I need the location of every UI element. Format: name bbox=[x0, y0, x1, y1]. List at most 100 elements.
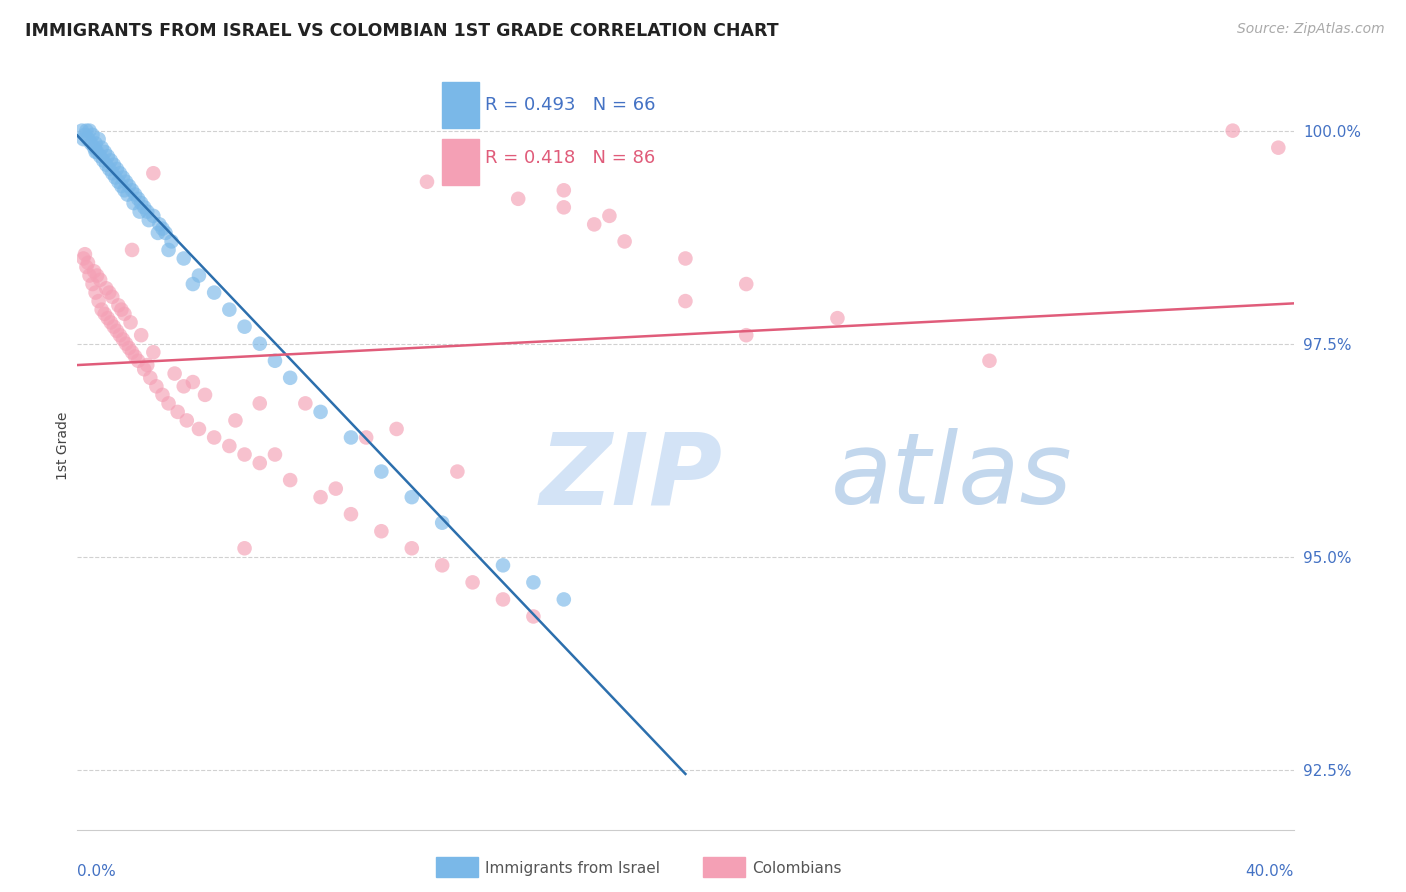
FancyBboxPatch shape bbox=[441, 82, 478, 128]
Point bbox=[77, 132, 100, 146]
Point bbox=[82, 128, 104, 142]
Point bbox=[152, 221, 174, 235]
Y-axis label: 1st Grade: 1st Grade bbox=[56, 412, 70, 480]
Point bbox=[73, 247, 96, 261]
Point bbox=[124, 187, 146, 202]
Point bbox=[104, 170, 127, 185]
Point bbox=[340, 430, 363, 444]
Point bbox=[136, 204, 159, 219]
Point bbox=[202, 285, 225, 300]
Point bbox=[111, 333, 134, 347]
Point bbox=[613, 235, 636, 249]
Point bbox=[97, 149, 120, 163]
Text: R = 0.493   N = 66: R = 0.493 N = 66 bbox=[485, 95, 655, 113]
Point bbox=[129, 328, 152, 343]
Point bbox=[233, 541, 256, 556]
Point bbox=[446, 465, 468, 479]
Point bbox=[142, 345, 165, 359]
Point bbox=[181, 375, 204, 389]
Point bbox=[73, 128, 96, 142]
Point bbox=[83, 141, 105, 155]
Point bbox=[129, 196, 152, 211]
Point bbox=[1222, 123, 1244, 137]
Point bbox=[86, 145, 108, 159]
Point bbox=[79, 123, 101, 137]
Point bbox=[110, 179, 132, 194]
Point bbox=[430, 516, 453, 530]
Point bbox=[122, 196, 145, 211]
Point bbox=[84, 145, 107, 159]
Point bbox=[108, 166, 131, 180]
Point bbox=[385, 422, 408, 436]
Point bbox=[249, 456, 271, 470]
Point bbox=[100, 153, 122, 168]
Point bbox=[145, 379, 167, 393]
Point bbox=[202, 430, 225, 444]
Point bbox=[142, 209, 165, 223]
Point bbox=[114, 183, 136, 197]
Point bbox=[107, 175, 129, 189]
Text: ZIP: ZIP bbox=[540, 428, 723, 525]
Point bbox=[142, 166, 165, 180]
Text: 40.0%: 40.0% bbox=[1246, 863, 1294, 879]
Point bbox=[114, 307, 136, 321]
Point bbox=[138, 213, 160, 227]
Point bbox=[166, 405, 188, 419]
Point bbox=[80, 136, 103, 151]
Point bbox=[90, 141, 112, 155]
Point bbox=[70, 123, 93, 137]
Point bbox=[675, 252, 697, 266]
Text: Colombians: Colombians bbox=[752, 862, 842, 876]
Point bbox=[224, 413, 246, 427]
Point bbox=[233, 319, 256, 334]
Point bbox=[103, 319, 125, 334]
Point bbox=[89, 149, 111, 163]
Point bbox=[93, 145, 115, 159]
Point bbox=[108, 328, 131, 343]
Point bbox=[401, 490, 423, 504]
Point bbox=[979, 353, 1001, 368]
Point bbox=[188, 268, 211, 283]
Point bbox=[124, 350, 146, 364]
Point bbox=[160, 235, 183, 249]
Point bbox=[101, 166, 124, 180]
Point bbox=[128, 204, 150, 219]
Point bbox=[598, 209, 620, 223]
Text: Source: ZipAtlas.com: Source: ZipAtlas.com bbox=[1237, 22, 1385, 37]
Point bbox=[233, 448, 256, 462]
Point bbox=[87, 132, 110, 146]
Point bbox=[325, 482, 347, 496]
Point bbox=[218, 439, 240, 453]
Point bbox=[152, 388, 174, 402]
Text: IMMIGRANTS FROM ISRAEL VS COLOMBIAN 1ST GRADE CORRELATION CHART: IMMIGRANTS FROM ISRAEL VS COLOMBIAN 1ST … bbox=[25, 22, 779, 40]
Point bbox=[309, 490, 332, 504]
Text: atlas: atlas bbox=[831, 428, 1073, 525]
Point bbox=[155, 226, 177, 240]
Point bbox=[218, 302, 240, 317]
Point bbox=[79, 268, 101, 283]
Point bbox=[127, 192, 149, 206]
Point bbox=[134, 200, 156, 214]
Point bbox=[583, 218, 606, 232]
Text: Immigrants from Israel: Immigrants from Israel bbox=[485, 862, 659, 876]
Point bbox=[105, 161, 128, 176]
Point bbox=[117, 187, 139, 202]
Point bbox=[735, 328, 758, 343]
Point bbox=[98, 285, 121, 300]
Point bbox=[188, 422, 211, 436]
Point bbox=[401, 541, 423, 556]
Point bbox=[134, 362, 156, 376]
Point bbox=[492, 592, 515, 607]
Point bbox=[675, 294, 697, 309]
Point bbox=[84, 285, 107, 300]
Point bbox=[115, 175, 138, 189]
Point bbox=[735, 277, 758, 291]
Point bbox=[461, 575, 484, 590]
Point bbox=[146, 226, 169, 240]
Point bbox=[96, 158, 118, 172]
Point bbox=[90, 302, 112, 317]
Point bbox=[72, 252, 94, 266]
Point bbox=[194, 388, 217, 402]
Point bbox=[1267, 141, 1289, 155]
Point bbox=[121, 345, 143, 359]
